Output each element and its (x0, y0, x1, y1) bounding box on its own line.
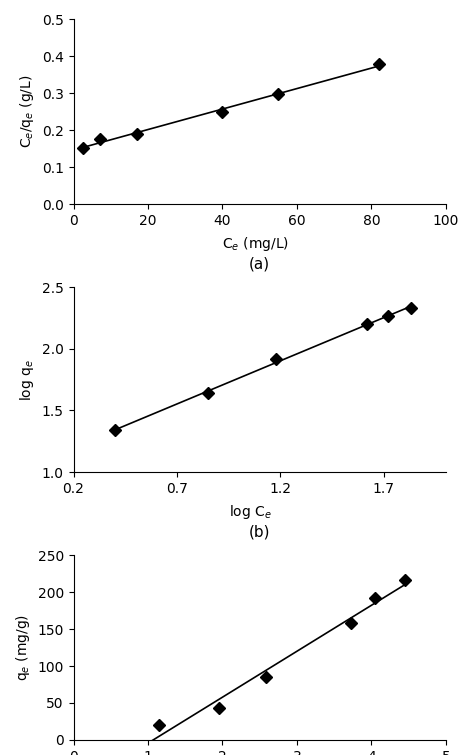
Y-axis label: q$_e$ (mg/g): q$_e$ (mg/g) (14, 614, 32, 681)
Y-axis label: C$_e$/q$_e$ (g/L): C$_e$/q$_e$ (g/L) (18, 75, 36, 149)
Y-axis label: log q$_e$: log q$_e$ (18, 359, 36, 401)
Text: (b): (b) (249, 525, 271, 540)
Text: (a): (a) (249, 257, 270, 272)
Text: C$_e$ (mg/L): C$_e$ (mg/L) (222, 235, 289, 253)
Text: log C$_e$: log C$_e$ (229, 503, 272, 521)
